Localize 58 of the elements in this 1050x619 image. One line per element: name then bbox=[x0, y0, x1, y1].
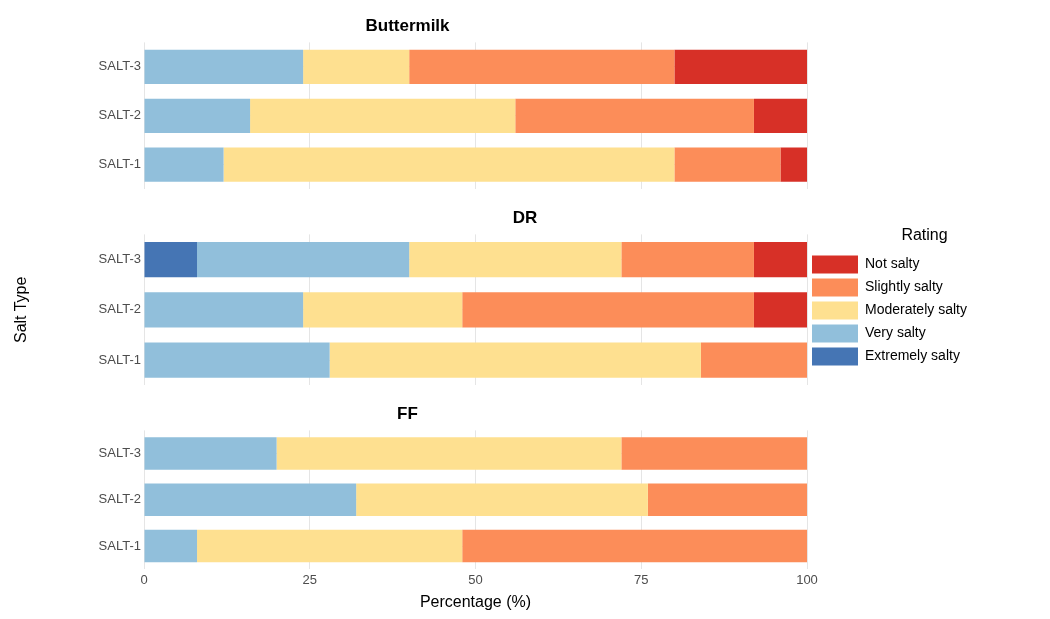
bar bbox=[303, 292, 463, 328]
bar bbox=[329, 342, 701, 378]
y-tick-label: SALT-3 bbox=[98, 445, 141, 461]
bar bbox=[356, 483, 648, 516]
y-tick-label: SALT-1 bbox=[98, 351, 141, 367]
bar bbox=[197, 241, 410, 278]
legend-label: Not salty bbox=[865, 255, 920, 272]
chart-title: Buttermilk bbox=[365, 15, 451, 35]
bar bbox=[700, 342, 807, 378]
y-tick-label: SALT-3 bbox=[98, 251, 141, 267]
bar bbox=[753, 241, 807, 278]
x-tick-label: 0 bbox=[140, 571, 148, 587]
bar bbox=[462, 292, 754, 328]
legend-label: Very salty bbox=[865, 324, 926, 341]
bar bbox=[144, 529, 198, 563]
x-tick-label: 50 bbox=[468, 571, 483, 587]
bar bbox=[276, 437, 622, 470]
bar bbox=[780, 147, 807, 182]
bar bbox=[753, 292, 807, 328]
legend-label: Moderately salty bbox=[865, 301, 967, 318]
bar bbox=[409, 241, 622, 278]
bar bbox=[144, 342, 330, 378]
y-axis-title: Salt Type bbox=[12, 276, 30, 344]
x-tick-label: 25 bbox=[302, 571, 317, 587]
y-tick-label: SALT-1 bbox=[98, 156, 141, 172]
bar bbox=[674, 147, 781, 182]
bar bbox=[462, 529, 807, 563]
bar bbox=[223, 147, 675, 182]
bar bbox=[144, 98, 251, 133]
bar bbox=[647, 483, 807, 516]
y-tick-label: SALT-2 bbox=[98, 301, 141, 317]
legend-title: Rating bbox=[901, 225, 948, 243]
bar bbox=[753, 98, 807, 133]
bar bbox=[621, 437, 807, 470]
bar bbox=[515, 98, 754, 133]
chart-title: DR bbox=[512, 207, 538, 227]
bar bbox=[250, 98, 516, 133]
bar bbox=[197, 529, 463, 563]
bar bbox=[144, 49, 304, 84]
legend-label: Slightly salty bbox=[865, 278, 943, 295]
chart-title: FF bbox=[397, 403, 418, 423]
y-tick-label: SALT-2 bbox=[98, 107, 141, 123]
y-tick-label: SALT-2 bbox=[98, 491, 141, 507]
y-tick-label: SALT-1 bbox=[98, 537, 141, 553]
bar bbox=[144, 483, 357, 516]
bar bbox=[144, 241, 198, 278]
bar bbox=[409, 49, 675, 84]
legend-label: Extremely salty bbox=[865, 347, 960, 364]
bar bbox=[144, 147, 224, 182]
bar bbox=[674, 49, 807, 84]
bar bbox=[303, 49, 410, 84]
x-tick-label: 75 bbox=[634, 571, 649, 587]
x-axis-title: Percentage (%) bbox=[419, 592, 532, 610]
y-tick-label: SALT-3 bbox=[98, 58, 141, 74]
bar bbox=[144, 292, 304, 328]
bar bbox=[144, 437, 277, 470]
bar bbox=[621, 241, 754, 278]
x-tick-label: 100 bbox=[796, 571, 818, 587]
